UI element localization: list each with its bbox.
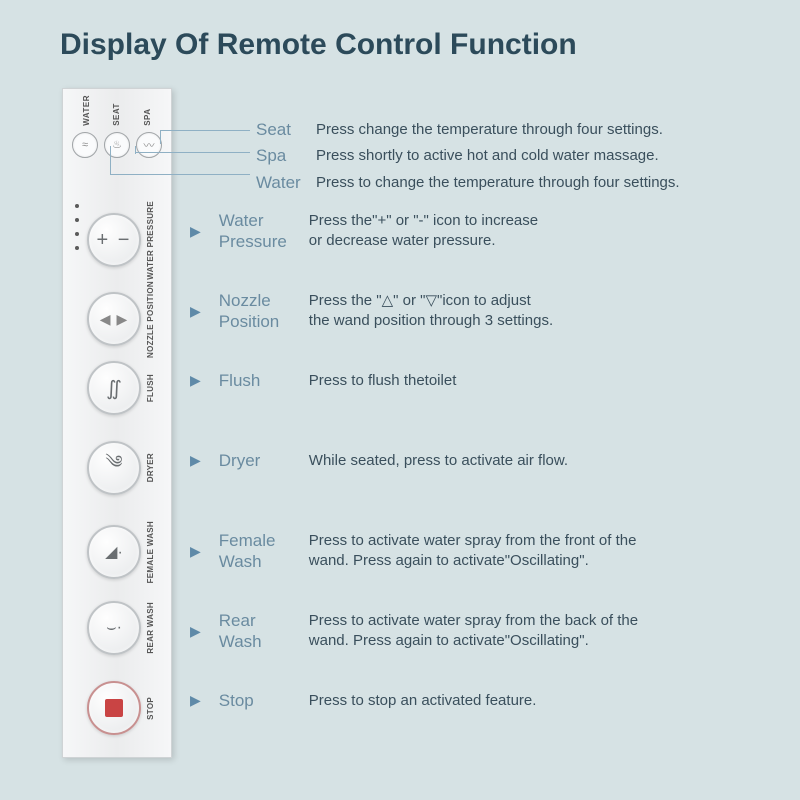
- remote-button-row: + − WATER PRESSURE: [87, 201, 156, 280]
- top-function-row: Water Press to change the temperature th…: [256, 173, 680, 193]
- function-row: ▶ WaterPressurePress the"+" or "-" icon t…: [190, 210, 538, 253]
- side-label: REAR WASH: [147, 602, 156, 654]
- top-function-block: Seat Press change the temperature throug…: [256, 120, 680, 199]
- side-label: DRYER: [147, 453, 156, 482]
- function-description: Press the "△" or "▽"icon to adjustthe wa…: [309, 291, 553, 332]
- function-row: ▶ DryerWhile seated, press to activate ai…: [190, 450, 568, 471]
- connector-line: [160, 130, 161, 144]
- remote-button-row: ༄ DRYER: [87, 441, 156, 495]
- top-label-seat: SEAT: [112, 95, 121, 126]
- function-description: While seated, press to activate air flow…: [309, 451, 568, 471]
- function-description: Press to change the temperature through …: [316, 173, 680, 193]
- top-label-row: WATER SEAT SPA: [63, 89, 171, 130]
- water-pressure-button[interactable]: + −: [87, 213, 141, 267]
- indicator-dot: [75, 204, 79, 208]
- function-label: Seat: [256, 120, 316, 140]
- top-function-row: Seat Press change the temperature throug…: [256, 120, 680, 140]
- stop-icon: [105, 699, 123, 717]
- function-label: RearWash: [219, 610, 309, 653]
- rear-wash-button[interactable]: ⌣·: [87, 601, 141, 655]
- remote-button-row: ⌣· REAR WASH: [87, 601, 156, 655]
- function-description: Press to flush thetoilet: [309, 371, 457, 391]
- top-label-water: WATER: [82, 95, 91, 126]
- function-label: NozzlePosition: [219, 290, 309, 333]
- spa-button[interactable]: 〰: [136, 132, 162, 158]
- nozzle-position-button[interactable]: ◀ ▶: [87, 292, 141, 346]
- function-label: Dryer: [219, 450, 309, 471]
- pointer-arrow-icon: ▶: [190, 452, 201, 469]
- dryer-button[interactable]: ༄: [87, 441, 141, 495]
- side-label: STOP: [147, 697, 156, 720]
- indicator-dot: [75, 246, 79, 250]
- function-row: ▶ FemaleWashPress to activate water spray…: [190, 530, 636, 573]
- connector-line: [135, 152, 250, 153]
- page-title: Display Of Remote Control Function: [0, 0, 800, 62]
- top-button-row: ≈ ♨ 〰: [63, 130, 171, 168]
- top-label-spa: SPA: [143, 95, 152, 126]
- pointer-arrow-icon: ▶: [190, 692, 201, 709]
- indicator-dot: [75, 218, 79, 222]
- function-description: Press to activate water spray from the f…: [309, 531, 637, 572]
- function-description: Press change the temperature through fou…: [316, 120, 663, 140]
- function-label: FemaleWash: [219, 530, 309, 573]
- function-row: ▶ RearWashPress to activate water spray f…: [190, 610, 638, 653]
- side-label: FLUSH: [147, 374, 156, 402]
- connector-line: [135, 146, 136, 154]
- remote-button-row: ◀ ▶ NOZZLE POSITION: [87, 281, 156, 358]
- side-label: WATER PRESSURE: [147, 201, 156, 280]
- side-label: NOZZLE POSITION: [147, 281, 156, 358]
- indicator-dot: [75, 232, 79, 236]
- function-row: ▶ NozzlePositionPress the "△" or "▽"icon …: [190, 290, 553, 333]
- function-description: Press to stop an activated feature.: [309, 691, 537, 711]
- function-description: Press shortly to active hot and cold wat…: [316, 146, 659, 166]
- function-label: Water: [256, 173, 316, 193]
- connector-line: [110, 146, 111, 174]
- function-description: Press to activate water spray from the b…: [309, 611, 638, 652]
- top-function-row: Spa Press shortly to active hot and cold…: [256, 146, 680, 166]
- seat-temp-button[interactable]: ♨: [104, 132, 130, 158]
- function-label: Stop: [219, 690, 309, 711]
- function-label: WaterPressure: [219, 210, 309, 253]
- function-row: ▶ FlushPress to flush thetoilet: [190, 370, 456, 391]
- pointer-arrow-icon: ▶: [190, 223, 201, 240]
- connector-line: [160, 130, 250, 131]
- function-label: Flush: [219, 370, 309, 391]
- pointer-arrow-icon: ▶: [190, 372, 201, 389]
- function-description: Press the"+" or "-" icon to increaseor d…: [309, 211, 538, 252]
- remote-button-row: ∬ FLUSH: [87, 361, 156, 415]
- remote-button-row: STOP: [87, 681, 156, 735]
- function-row: ▶ StopPress to stop an activated feature.: [190, 690, 536, 711]
- remote-panel: WATER SEAT SPA ≈ ♨ 〰 + −WATER PRESSURE◀ …: [62, 88, 172, 758]
- function-label: Spa: [256, 146, 316, 166]
- stop-button[interactable]: [87, 681, 141, 735]
- remote-button-row: ◢· FEMALE WASH: [87, 521, 156, 583]
- pointer-arrow-icon: ▶: [190, 543, 201, 560]
- connector-line: [110, 174, 250, 175]
- flush-button[interactable]: ∬: [87, 361, 141, 415]
- pointer-arrow-icon: ▶: [190, 303, 201, 320]
- female-wash-button[interactable]: ◢·: [87, 525, 141, 579]
- indicator-dots: [75, 204, 79, 250]
- water-temp-button[interactable]: ≈: [72, 132, 98, 158]
- side-label: FEMALE WASH: [147, 521, 156, 583]
- pointer-arrow-icon: ▶: [190, 623, 201, 640]
